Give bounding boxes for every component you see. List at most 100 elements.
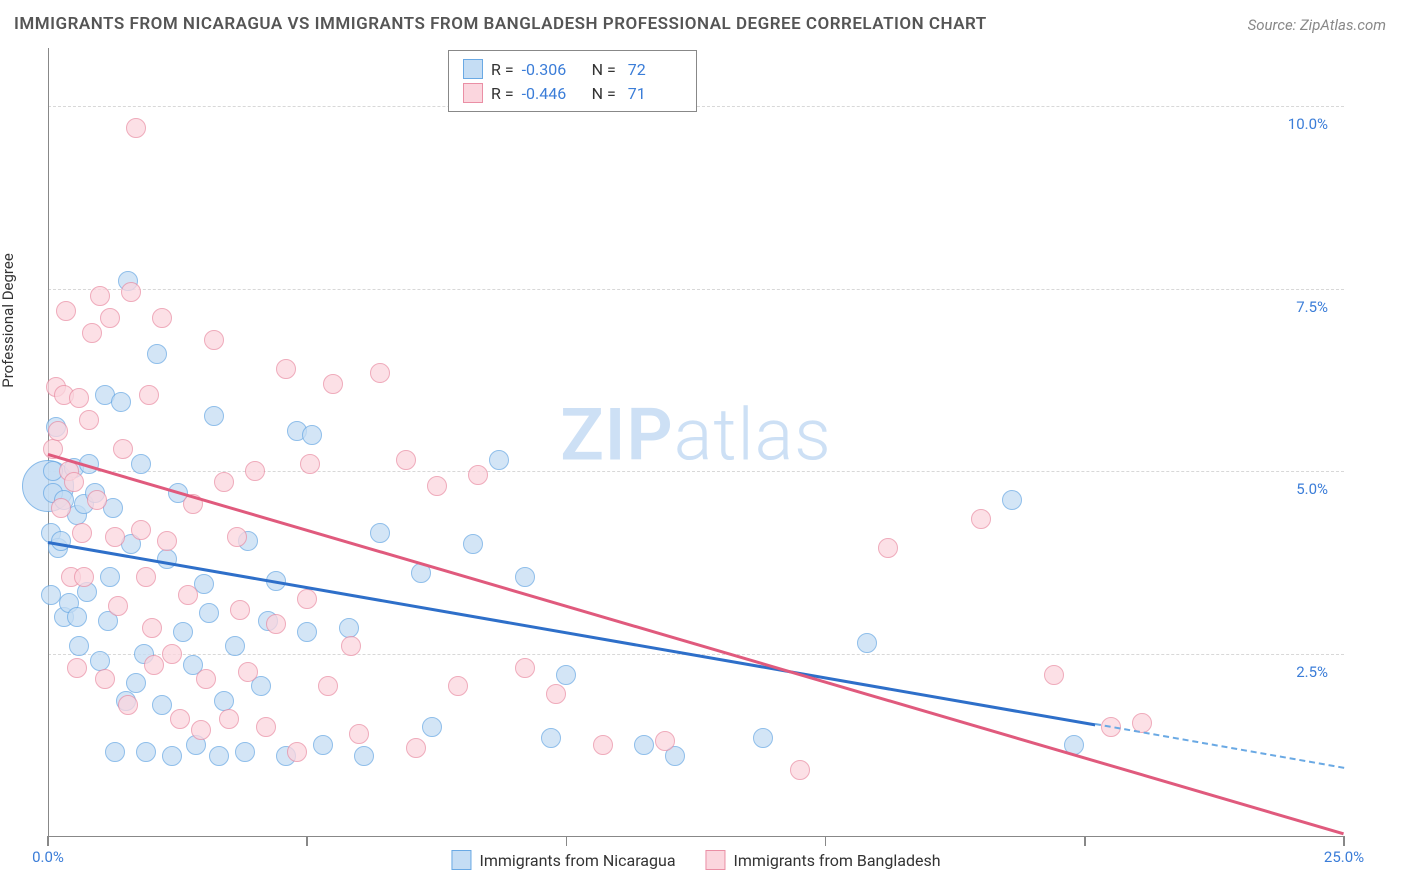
data-point — [199, 603, 219, 623]
data-point — [162, 644, 182, 664]
series-name: Immigrants from Nicaragua — [479, 851, 675, 870]
data-point — [142, 618, 162, 638]
data-point — [196, 669, 216, 689]
data-point — [238, 662, 258, 682]
data-point — [339, 618, 359, 638]
x-tick-label: 25.0% — [1324, 848, 1364, 866]
data-point — [51, 531, 71, 551]
data-point — [227, 527, 247, 547]
data-point — [90, 651, 110, 671]
x-tick — [566, 836, 568, 846]
data-point — [790, 760, 810, 780]
data-point — [370, 363, 390, 383]
n-value: 71 — [624, 84, 682, 103]
data-point — [1044, 665, 1064, 685]
gridline — [48, 289, 1344, 290]
data-point — [126, 118, 146, 138]
data-point — [515, 567, 535, 587]
data-point — [157, 531, 177, 551]
data-point — [136, 567, 156, 587]
legend-swatch — [706, 850, 726, 870]
data-point — [48, 421, 68, 441]
data-point — [463, 534, 483, 554]
x-tick — [825, 836, 827, 846]
data-point — [541, 728, 561, 748]
data-point — [878, 538, 898, 558]
data-point — [118, 695, 138, 715]
data-point — [300, 454, 320, 474]
data-point — [396, 450, 416, 470]
source-value: ZipAtlas.com — [1300, 16, 1386, 34]
data-point — [131, 454, 151, 474]
data-point — [87, 490, 107, 510]
data-point — [323, 374, 343, 394]
data-point — [209, 746, 229, 766]
data-point — [256, 717, 276, 737]
legend-item: Immigrants from Bangladesh — [706, 850, 941, 870]
data-point — [515, 658, 535, 678]
data-point — [556, 665, 576, 685]
stats-legend: R =-0.306 N = 72R =-0.446 N = 71 — [448, 50, 697, 112]
data-point — [753, 728, 773, 748]
data-point — [857, 633, 877, 653]
data-point — [79, 410, 99, 430]
x-tick — [1084, 836, 1086, 846]
data-point — [266, 614, 286, 634]
data-point — [318, 676, 338, 696]
data-point — [225, 636, 245, 656]
legend-row: R = -0.446 N = 71 — [463, 81, 682, 105]
r-label: R = — [491, 84, 514, 103]
data-point — [147, 344, 167, 364]
series-legend: Immigrants from Nicaragua Immigrants from… — [451, 850, 940, 870]
x-tick-label: 0.0% — [32, 848, 64, 866]
data-point — [354, 746, 374, 766]
data-point — [170, 709, 190, 729]
data-point — [971, 509, 991, 529]
data-point — [214, 691, 234, 711]
data-point — [95, 669, 115, 689]
source-citation: Source: ZipAtlas.com — [1248, 16, 1386, 34]
n-label: N = — [588, 84, 616, 103]
data-point — [349, 724, 369, 744]
data-point — [152, 695, 172, 715]
legend-swatch — [463, 83, 483, 103]
data-point — [448, 676, 468, 696]
data-point — [546, 684, 566, 704]
n-label: N = — [588, 60, 616, 79]
gridline — [48, 471, 1344, 472]
data-point — [113, 439, 133, 459]
trend-line — [48, 541, 1096, 726]
data-point — [121, 282, 141, 302]
data-point — [67, 607, 87, 627]
data-point — [100, 308, 120, 328]
data-point — [136, 742, 156, 762]
y-tick-label: 10.0% — [1288, 115, 1328, 133]
data-point — [204, 330, 224, 350]
data-point — [245, 461, 265, 481]
data-point — [230, 600, 250, 620]
data-point — [655, 731, 675, 751]
legend-item: Immigrants from Nicaragua — [451, 850, 675, 870]
data-point — [69, 636, 89, 656]
y-tick-label: 7.5% — [1296, 298, 1328, 316]
data-point — [152, 308, 172, 328]
data-point — [178, 585, 198, 605]
data-point — [427, 476, 447, 496]
r-value: -0.446 — [522, 84, 580, 103]
data-point — [72, 523, 92, 543]
data-point — [51, 498, 71, 518]
data-point — [276, 359, 296, 379]
data-point — [111, 392, 131, 412]
y-tick-label: 2.5% — [1296, 663, 1328, 681]
data-point — [297, 589, 317, 609]
x-tick — [47, 836, 49, 846]
data-point — [100, 567, 120, 587]
data-point — [191, 720, 211, 740]
data-point — [489, 450, 509, 470]
data-point — [69, 388, 89, 408]
trend-line-extrapolated — [1095, 723, 1344, 769]
data-point — [422, 717, 442, 737]
chart-title: IMMIGRANTS FROM NICARAGUA VS IMMIGRANTS … — [14, 14, 987, 34]
data-point — [593, 735, 613, 755]
data-point — [131, 520, 151, 540]
